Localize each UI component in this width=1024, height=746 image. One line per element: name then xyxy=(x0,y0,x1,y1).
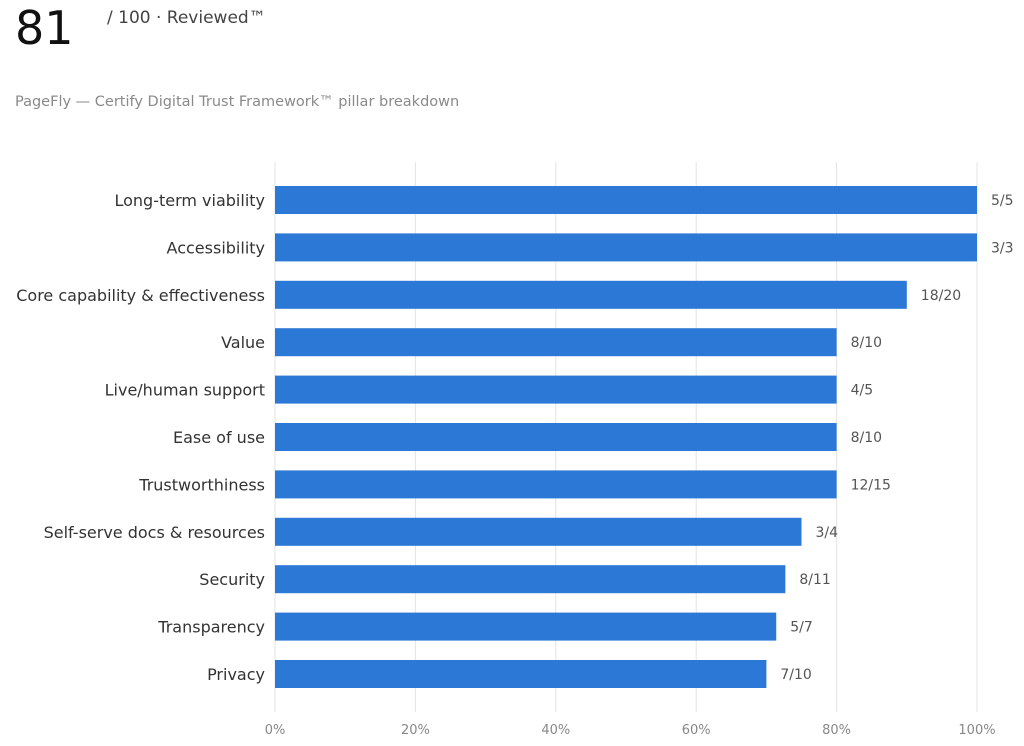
bars xyxy=(275,186,977,688)
x-tick-label: 60% xyxy=(682,723,711,738)
value-label: 18/20 xyxy=(921,288,961,304)
category-label: Core capability & effectiveness xyxy=(16,286,265,305)
category-label: Transparency xyxy=(157,618,265,637)
bar xyxy=(275,186,977,214)
value-label: 3/3 xyxy=(991,240,1014,256)
chart-subtitle: PageFly — Certify Digital Trust Framewor… xyxy=(15,94,460,110)
value-label: 8/10 xyxy=(851,430,882,446)
category-label: Security xyxy=(199,570,265,589)
bar xyxy=(275,470,837,499)
value-label: 3/4 xyxy=(816,525,839,541)
bar xyxy=(275,517,802,546)
bar xyxy=(275,612,777,641)
bar xyxy=(275,423,837,451)
bar xyxy=(275,328,837,357)
bar xyxy=(275,280,907,309)
x-tick-label: 100% xyxy=(958,723,995,738)
score-suffix: / 100 · Reviewed™ xyxy=(107,8,266,28)
x-tick-label: 80% xyxy=(822,723,851,738)
bar xyxy=(275,375,837,404)
overall-score: 81 xyxy=(15,1,74,55)
value-label: 4/5 xyxy=(851,383,874,399)
category-label: Accessibility xyxy=(167,238,265,257)
category-label: Self-serve docs & resources xyxy=(44,523,265,542)
category-label: Ease of use xyxy=(173,428,265,447)
value-label: 8/10 xyxy=(851,335,882,351)
value-labels: 5/5 3/3 18/20 8/10 4/5 8/10 12/15 3/4 8/11 5/7 7/1… xyxy=(780,193,1013,683)
category-label: Privacy xyxy=(207,665,265,684)
category-label: Long-term viability xyxy=(114,191,265,210)
category-label: Trustworthiness xyxy=(138,475,265,494)
category-label: Live/human support xyxy=(105,381,265,400)
bar xyxy=(275,565,786,594)
value-label: 8/11 xyxy=(799,572,830,588)
value-label: 5/7 xyxy=(790,620,813,636)
bar xyxy=(275,233,977,262)
x-tick-label: 40% xyxy=(541,723,570,738)
category-label: Value xyxy=(221,333,265,352)
value-label: 12/15 xyxy=(851,477,891,493)
x-tick-label: 20% xyxy=(401,723,430,738)
value-label: 5/5 xyxy=(991,193,1014,209)
x-tick-label: 0% xyxy=(265,723,286,738)
x-axis-ticks: 0% 20% 40% 60% 80% 100% xyxy=(265,723,996,738)
value-label: 7/10 xyxy=(780,667,811,683)
bar xyxy=(275,660,767,688)
category-labels: Long-term viability Accessibility Core cap… xyxy=(16,191,265,684)
